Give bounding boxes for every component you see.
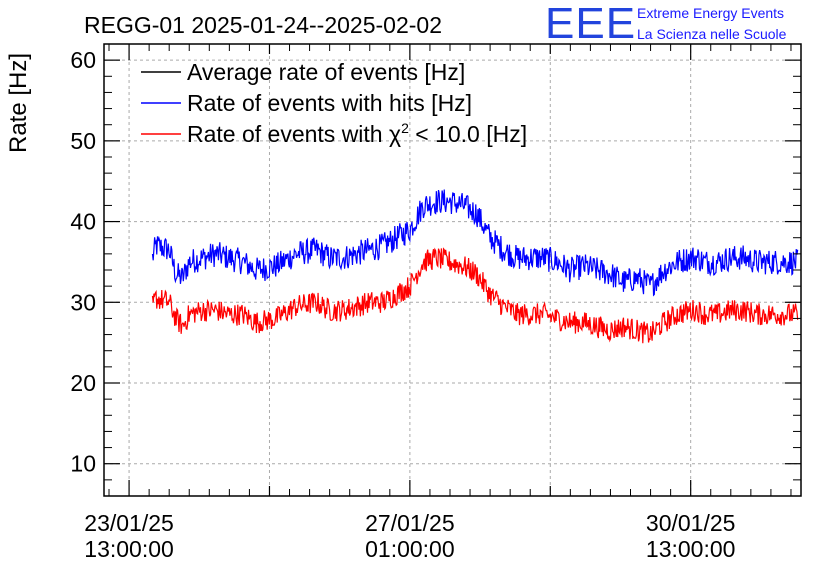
eee-logo-mark: EEE: [545, 0, 637, 48]
legend-label-post: < 10.0 [Hz]: [409, 121, 527, 147]
y-tick-label: 40: [70, 209, 96, 235]
y-tick-label: 20: [70, 370, 96, 396]
series-line-1: [151, 189, 799, 297]
y-axis-ticks: 10 20 30 40 50 60: [70, 43, 801, 481]
logo-text-line1: Extreme Energy Events: [637, 5, 785, 21]
legend-label-2: Rate of events with χ2 < 10.0 [Hz]: [187, 120, 527, 147]
y-axis-label: Rate [Hz]: [5, 53, 32, 153]
x-tick-label-date: 30/01/25: [646, 510, 736, 536]
x-tick-label-date: 27/01/25: [365, 510, 455, 536]
y-tick-label: 50: [70, 128, 96, 154]
x-axis-ticks: 23/01/2513:00:0027/01/2501:00:0030/01/25…: [84, 44, 792, 562]
legend-label-chi: χ: [389, 121, 401, 147]
eee-logo: EEE Extreme Energy Events La Scienza nel…: [545, 2, 835, 46]
legend-label-sup: 2: [401, 120, 409, 136]
legend-label-1: Rate of events with hits [Hz]: [187, 90, 472, 116]
logo-text-line2: La Scienza nelle Scuole: [637, 26, 787, 42]
x-tick-label-date: 23/01/25: [84, 510, 174, 536]
x-tick-label-time: 13:00:00: [84, 536, 174, 562]
y-tick-label: 10: [70, 451, 96, 477]
x-tick-label-time: 01:00:00: [365, 536, 455, 562]
series-layer: [151, 189, 799, 344]
legend-label-0: Average rate of events [Hz]: [187, 59, 465, 85]
x-tick-label-time: 13:00:00: [646, 536, 736, 562]
series-line-2: [151, 247, 799, 344]
grid-lines: [104, 44, 801, 496]
chart-title: REGG-01 2025-01-24--2025-02-02: [84, 12, 442, 38]
legend: Average rate of events [Hz] Rate of event…: [141, 59, 527, 147]
y-tick-label: 60: [70, 47, 96, 73]
y-tick-label: 30: [70, 289, 96, 315]
legend-label-pre: Rate of events with: [187, 121, 389, 147]
